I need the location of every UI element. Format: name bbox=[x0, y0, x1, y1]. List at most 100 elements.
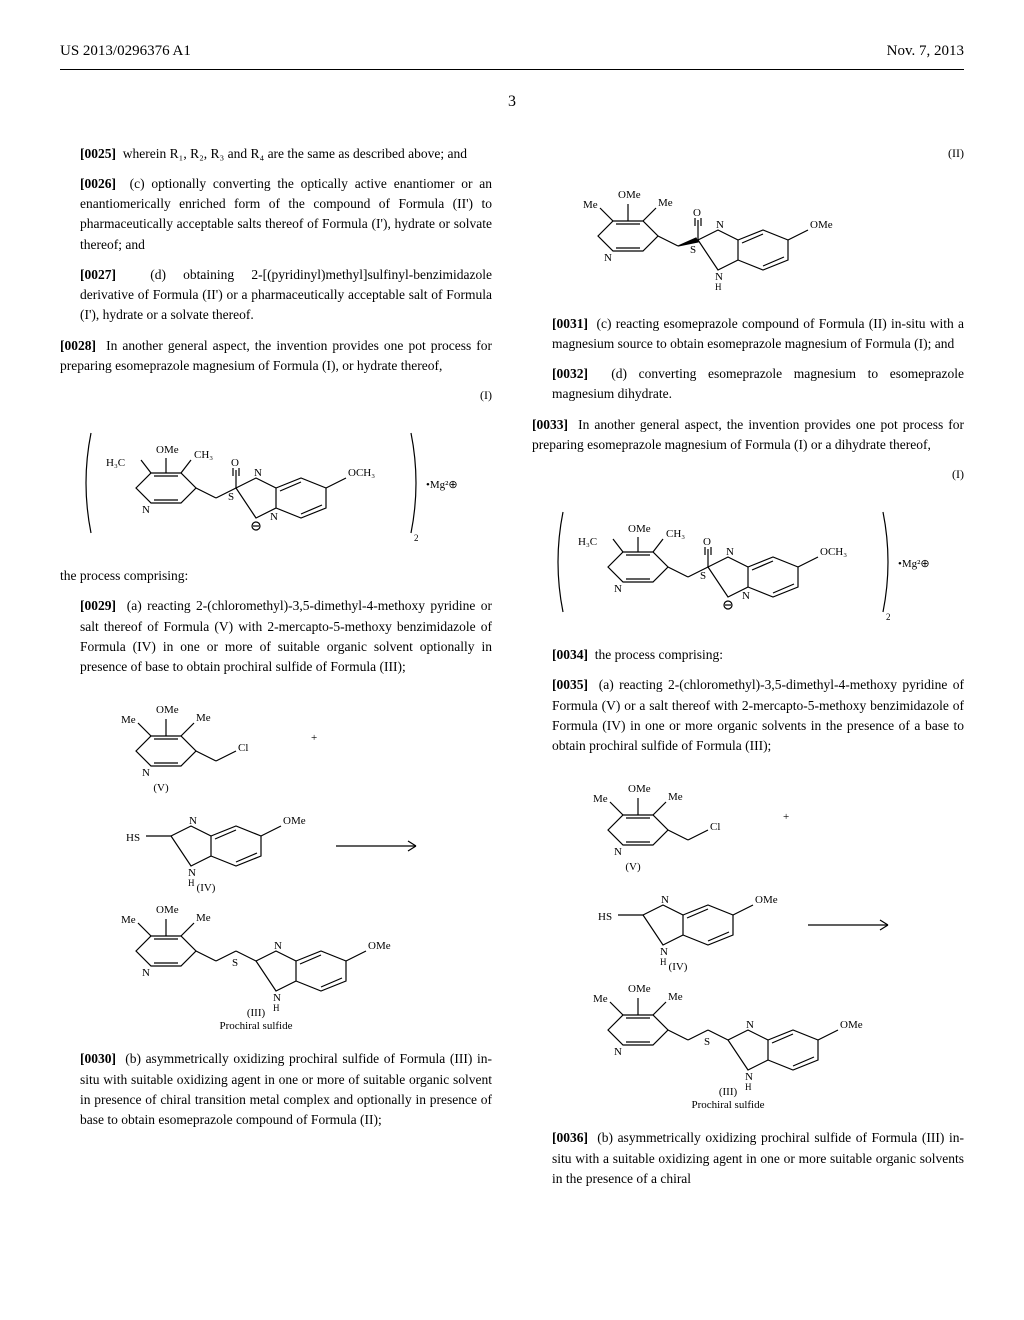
svg-text:N: N bbox=[142, 504, 150, 516]
svg-text:OMe: OMe bbox=[283, 815, 306, 827]
para-text: wherein R₁, R₂, R₃ and R₄ are the same a… bbox=[123, 146, 467, 161]
formula-I-structure-right: H₃C OMe CH₃ N O S N N OCH₃ •Mg²⊕ 2 bbox=[532, 497, 964, 627]
para-num: [0030] bbox=[80, 1051, 116, 1066]
svg-text:OMe: OMe bbox=[755, 894, 778, 906]
para-0031: [0031] (c) reacting esomeprazole compoun… bbox=[532, 314, 964, 355]
svg-text:2: 2 bbox=[886, 612, 891, 622]
svg-text:N: N bbox=[142, 767, 150, 779]
two-column-layout: [0025] wherein R₁, R₂, R₃ and R₄ are the… bbox=[60, 144, 964, 1200]
svg-text:(III): (III) bbox=[247, 1007, 266, 1019]
svg-text:O: O bbox=[693, 207, 701, 219]
left-column: [0025] wherein R₁, R₂, R₃ and R₄ are the… bbox=[60, 144, 492, 1200]
para-0026: [0026] (c) optionally converting the opt… bbox=[60, 174, 492, 255]
para-text: In another general aspect, the invention… bbox=[532, 417, 964, 452]
svg-text:O: O bbox=[231, 457, 239, 469]
svg-text:Me: Me bbox=[658, 197, 673, 209]
svg-text:OMe: OMe bbox=[628, 523, 651, 535]
svg-text:OMe: OMe bbox=[156, 444, 179, 456]
para-0027: [0027] (d) obtaining 2-[(pyridinyl)methy… bbox=[60, 265, 492, 326]
svg-text:H₃C: H₃C bbox=[578, 536, 597, 548]
para-num: [0031] bbox=[552, 316, 588, 331]
svg-text:N: N bbox=[661, 894, 669, 906]
para-num: [0029] bbox=[80, 598, 116, 613]
svg-text:CH₃: CH₃ bbox=[666, 528, 685, 540]
para-0033: [0033] In another general aspect, the in… bbox=[532, 415, 964, 456]
formula-I-structure: H₃C OMe CH₃ N O S N N OCH₃ •Mg²⊕ 2 bbox=[60, 418, 492, 548]
svg-text:Cl: Cl bbox=[710, 821, 720, 833]
para-0025: [0025] wherein R₁, R₂, R₃ and R₄ are the… bbox=[60, 144, 492, 164]
formula-II-structure: OMe Me Me N O S N N H OMe bbox=[532, 176, 964, 296]
para-0032: [0032] (d) converting esomeprazole magne… bbox=[532, 364, 964, 405]
para-text: (b) asymmetrically oxidizing prochiral s… bbox=[552, 1130, 964, 1186]
formula-I-label-right: (I) bbox=[532, 465, 964, 483]
svg-text:OMe: OMe bbox=[628, 983, 651, 995]
svg-text:N: N bbox=[142, 967, 150, 979]
svg-text:OMe: OMe bbox=[156, 704, 179, 716]
svg-text:Me: Me bbox=[668, 991, 683, 1003]
svg-text:N: N bbox=[716, 219, 724, 231]
svg-text:OCH₃: OCH₃ bbox=[820, 546, 847, 558]
para-text: (b) asymmetrically oxidizing prochiral s… bbox=[80, 1051, 492, 1127]
svg-text:+: + bbox=[311, 732, 317, 744]
svg-text:(IV): (IV) bbox=[669, 961, 688, 973]
para-num: [0032] bbox=[552, 366, 588, 381]
svg-text:N: N bbox=[726, 546, 734, 558]
page-number: 3 bbox=[60, 90, 964, 114]
para-text: (c) reacting esomeprazole compound of Fo… bbox=[552, 316, 964, 351]
svg-text:N: N bbox=[270, 511, 278, 523]
formula-II-label: (II) bbox=[532, 144, 964, 162]
svg-text:2: 2 bbox=[414, 533, 419, 543]
para-0030: [0030] (b) asymmetrically oxidizing proc… bbox=[60, 1049, 492, 1130]
svg-text:•Mg²⊕: •Mg²⊕ bbox=[426, 479, 458, 491]
svg-text:OMe: OMe bbox=[368, 940, 391, 952]
svg-text:HS: HS bbox=[598, 911, 612, 923]
svg-text:Prochiral sulfide: Prochiral sulfide bbox=[691, 1099, 764, 1110]
para-num: [0035] bbox=[552, 677, 588, 692]
svg-text:(III): (III) bbox=[719, 1086, 738, 1098]
svg-text:O: O bbox=[703, 536, 711, 548]
svg-text:N: N bbox=[274, 940, 282, 952]
svg-text:(V): (V) bbox=[153, 782, 169, 794]
para-0029: [0029] (a) reacting 2-(chloromethyl)-3,5… bbox=[60, 596, 492, 677]
reaction-scheme-right: OMe Me Me N Cl + (V) HS N N H OMe (IV) O… bbox=[532, 770, 964, 1110]
para-text: In another general aspect, the invention… bbox=[60, 338, 492, 373]
svg-text:H: H bbox=[660, 957, 667, 967]
right-column: (II) OMe Me Me N O S N N H OMe [0031] (c… bbox=[532, 144, 964, 1200]
svg-text:N: N bbox=[746, 1019, 754, 1031]
svg-text:HS: HS bbox=[126, 832, 140, 844]
publication-number: US 2013/0296376 A1 bbox=[60, 40, 191, 63]
svg-text:N: N bbox=[742, 590, 750, 602]
para-0036: [0036] (b) asymmetrically oxidizing proc… bbox=[532, 1128, 964, 1189]
svg-text:H: H bbox=[715, 282, 722, 292]
para-text: (c) optionally converting the optically … bbox=[80, 176, 492, 252]
para-num: [0027] bbox=[80, 267, 116, 282]
publication-date: Nov. 7, 2013 bbox=[887, 40, 964, 63]
svg-text:CH₃: CH₃ bbox=[194, 449, 213, 461]
para-text: the process comprising: bbox=[595, 647, 723, 662]
para-num: [0034] bbox=[552, 647, 588, 662]
svg-text:H₃C: H₃C bbox=[106, 457, 125, 469]
svg-text:N: N bbox=[614, 846, 622, 858]
svg-text:Me: Me bbox=[196, 912, 211, 924]
svg-text:N: N bbox=[614, 583, 622, 595]
svg-text:Me: Me bbox=[196, 712, 211, 724]
svg-text:Me: Me bbox=[121, 714, 136, 726]
svg-text:Me: Me bbox=[668, 791, 683, 803]
svg-text:(IV): (IV) bbox=[197, 882, 216, 894]
para-text: (d) obtaining 2-[(pyridinyl)methyl]sulfi… bbox=[80, 267, 492, 323]
formula-I-label: (I) bbox=[60, 386, 492, 404]
svg-text:Prochiral sulfide: Prochiral sulfide bbox=[219, 1020, 292, 1031]
svg-text:H: H bbox=[745, 1082, 752, 1092]
para-0035: [0035] (a) reacting 2-(chloromethyl)-3,5… bbox=[532, 675, 964, 756]
svg-text:OCH₃: OCH₃ bbox=[348, 467, 375, 479]
para-num: [0033] bbox=[532, 417, 568, 432]
para-0034: [0034] the process comprising: bbox=[532, 645, 964, 665]
svg-text:(V): (V) bbox=[625, 861, 641, 873]
svg-text:S: S bbox=[228, 491, 234, 503]
svg-text:N: N bbox=[189, 815, 197, 827]
para-text: (a) reacting 2-(chloromethyl)-3,5-dimeth… bbox=[80, 598, 492, 674]
svg-text:S: S bbox=[690, 244, 696, 256]
svg-text:Me: Me bbox=[593, 993, 608, 1005]
page-header: US 2013/0296376 A1 Nov. 7, 2013 bbox=[60, 40, 964, 70]
para-num: [0036] bbox=[552, 1130, 588, 1145]
